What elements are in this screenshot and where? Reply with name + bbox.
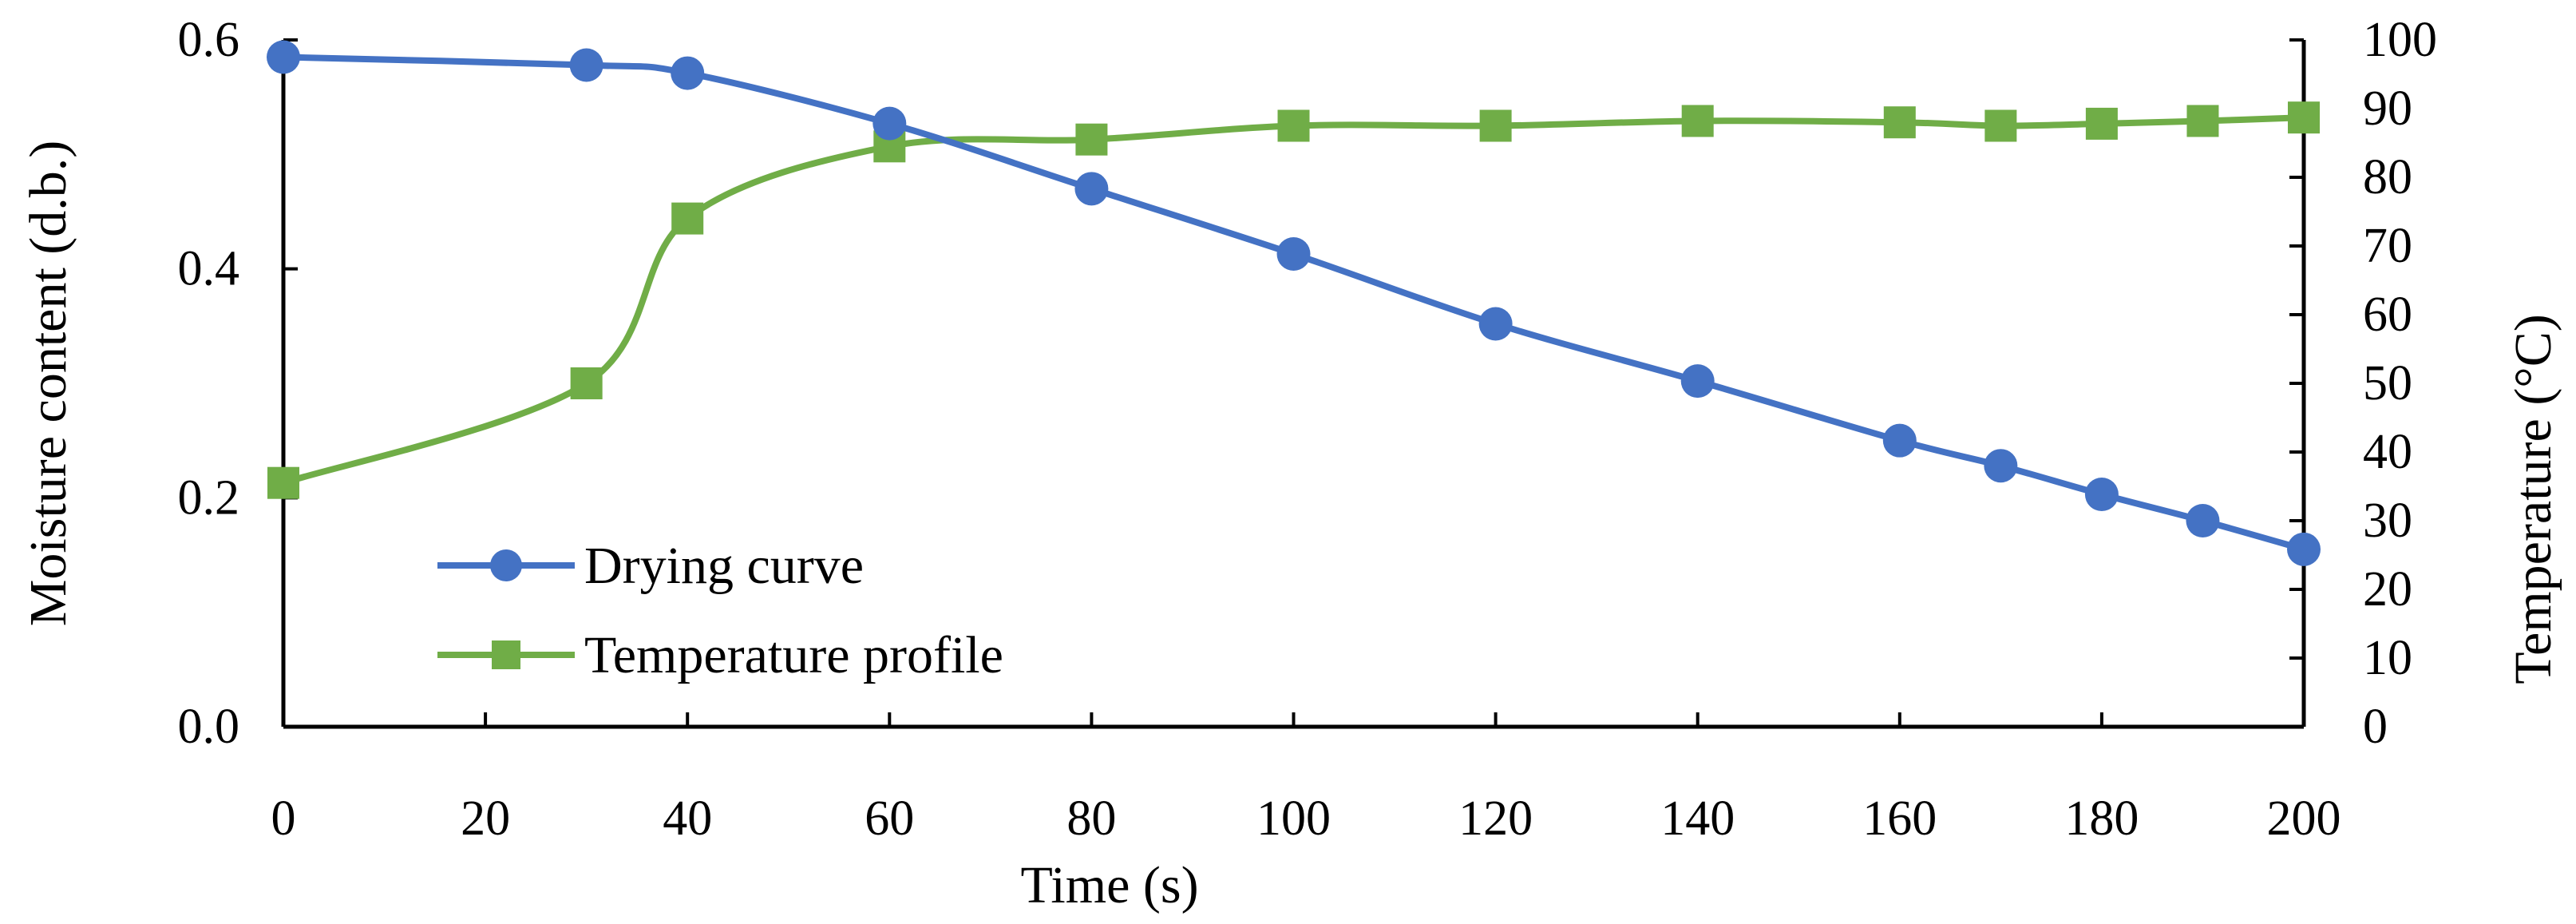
legend: Drying curve Temperature profile — [437, 537, 1003, 684]
y-right-tick-label: 100 — [2363, 13, 2437, 67]
x-tick-label: 200 — [2267, 791, 2341, 846]
x-tick-label: 20 — [461, 791, 510, 846]
legend-temperature-profile-label: Temperature profile — [584, 626, 1003, 684]
drying-curve-point — [2186, 504, 2220, 537]
temperature-profile-point — [671, 202, 704, 235]
y-left-tick-label: 0.0 — [178, 700, 240, 754]
temperature-profile-point — [2085, 107, 2118, 140]
y-right-tick-label: 70 — [2363, 219, 2412, 273]
drying-curve-point — [2287, 532, 2321, 566]
drying-curve-point — [671, 56, 705, 90]
y-right-tick-label: 30 — [2363, 494, 2412, 548]
y-right-tick-label: 0 — [2363, 700, 2388, 754]
temperature-profile-line — [282, 114, 2305, 486]
temperature-profile-point — [570, 367, 603, 399]
legend-drying-curve-label: Drying curve — [584, 537, 864, 595]
x-tick-label: 80 — [1066, 791, 1116, 846]
y-right-tick-label: 20 — [2363, 562, 2412, 617]
temperature-profile-point — [1984, 109, 2017, 142]
drying-curve-line — [283, 54, 2305, 553]
x-tick-label: 100 — [1256, 791, 1331, 846]
drying-curve-point — [1276, 237, 1311, 272]
x-axis-title: Time (s) — [1020, 856, 1198, 914]
y-left-tick-label: 0.6 — [178, 13, 240, 67]
y-axis-left-title: Moisture content (d.b.) — [19, 141, 77, 627]
temperature-profile-point — [2186, 105, 2219, 137]
y-right-tick-label: 10 — [2363, 631, 2412, 685]
x-tick-label: 180 — [2064, 791, 2139, 846]
temperature-profile-point — [1883, 106, 1916, 139]
legend-drying-curve-marker — [490, 549, 522, 581]
y-right-tick-label: 80 — [2363, 150, 2412, 204]
y-left-tick-label: 0.2 — [178, 470, 240, 525]
plot-series — [267, 40, 2321, 566]
drying-curve-point — [1882, 423, 1917, 458]
y-right-tick-label: 40 — [2363, 425, 2412, 479]
y-right-tick-label: 50 — [2363, 356, 2412, 410]
x-tick-label: 40 — [663, 791, 712, 846]
drying-curve-point — [1680, 364, 1715, 399]
y-right-tick-label: 90 — [2363, 81, 2412, 136]
drying-curve-point — [2084, 478, 2119, 512]
legend-temperature-profile-marker — [492, 640, 520, 669]
x-tick-label: 0 — [271, 791, 296, 846]
temperature-profile-point — [1479, 109, 1512, 142]
drying-curve-point — [1074, 172, 1109, 206]
x-tick-label: 120 — [1458, 791, 1533, 846]
drying-curve-point — [1984, 449, 2018, 483]
drying-curve-point — [569, 48, 603, 82]
temperature-profile-point — [1681, 105, 1714, 137]
y-left-tick-label: 0.4 — [178, 242, 240, 296]
y-right-tick-label: 60 — [2363, 288, 2412, 342]
drying-curve-point — [873, 106, 907, 141]
drying-curve-point — [267, 40, 300, 74]
temperature-profile-point — [267, 466, 299, 499]
x-tick-label: 60 — [865, 791, 914, 846]
x-tick-label: 140 — [1660, 791, 1735, 846]
axes: 0 20 40 60 80 100 120 140 160 180 200 0.0 0.2 0.4 0.6 0… — [178, 13, 2438, 846]
x-tick-label: 160 — [1862, 791, 1937, 846]
temperature-profile-point — [2288, 101, 2320, 134]
temperature-profile-point — [1277, 109, 1310, 142]
temperature-profile-point — [1075, 123, 1108, 156]
drying-curve-point — [1478, 307, 1513, 341]
y-axis-right-title: Temperature (°C) — [2504, 314, 2562, 684]
